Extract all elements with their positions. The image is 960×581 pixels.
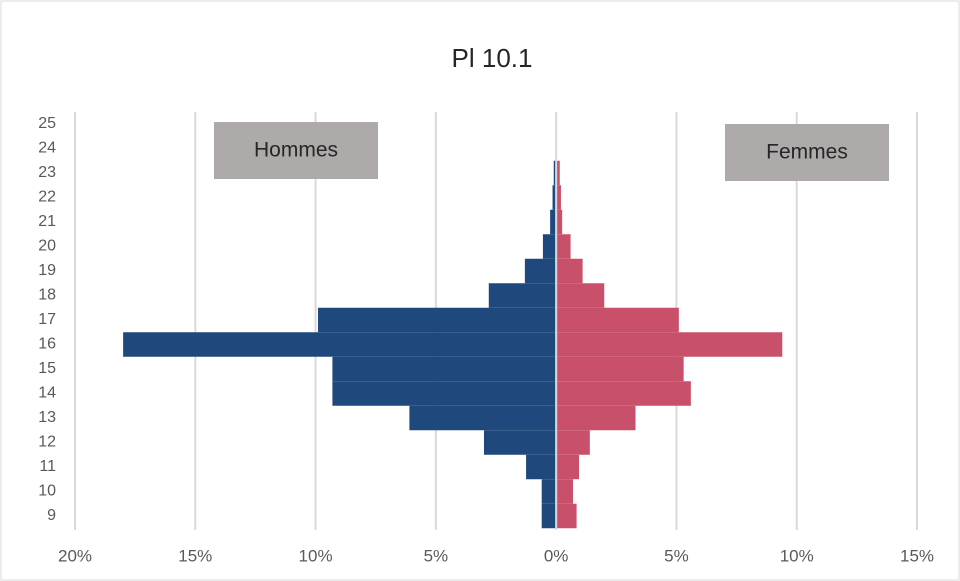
y-tick-label: 14 bbox=[38, 385, 56, 402]
y-tick-label: 11 bbox=[39, 458, 56, 475]
bar bbox=[557, 381, 691, 406]
y-tick-label: 13 bbox=[38, 409, 56, 426]
x-tick-label: 10% bbox=[780, 546, 814, 565]
x-tick-label: 20% bbox=[58, 546, 92, 565]
bar bbox=[526, 454, 556, 480]
bar bbox=[409, 405, 556, 431]
bar bbox=[557, 454, 579, 480]
legend-label: Hommes bbox=[254, 139, 338, 162]
bar bbox=[541, 503, 556, 529]
legend-label: Femmes bbox=[766, 141, 848, 164]
bar bbox=[557, 185, 561, 210]
x-tick-label: 10% bbox=[299, 546, 333, 565]
legend-box bbox=[214, 122, 378, 179]
bar bbox=[488, 283, 556, 308]
bar bbox=[123, 332, 556, 357]
y-tick-label: 25 bbox=[38, 115, 56, 132]
bar bbox=[541, 479, 556, 504]
bar bbox=[317, 307, 556, 333]
x-tick-label: 0% bbox=[544, 546, 569, 565]
bar bbox=[557, 479, 573, 504]
bar bbox=[332, 356, 556, 382]
bar bbox=[557, 258, 583, 284]
y-tick-label: 17 bbox=[38, 311, 56, 328]
x-tick-label: 5% bbox=[424, 546, 449, 565]
y-tick-label: 18 bbox=[38, 287, 56, 304]
bar bbox=[483, 430, 556, 455]
y-tick-label: 23 bbox=[38, 164, 56, 181]
y-tick-label: 12 bbox=[38, 434, 56, 451]
y-tick-label: 10 bbox=[38, 483, 56, 500]
chart-title: Pl 10.1 bbox=[452, 43, 533, 73]
x-tick-label: 15% bbox=[178, 546, 212, 565]
legend-box bbox=[725, 124, 889, 181]
y-tick-label: 19 bbox=[38, 262, 56, 279]
bar bbox=[553, 160, 556, 186]
bar bbox=[542, 234, 556, 259]
bar bbox=[557, 430, 590, 455]
bar bbox=[557, 332, 783, 357]
bar bbox=[524, 258, 556, 284]
x-tick-label: 15% bbox=[900, 546, 934, 565]
y-tick-label: 9 bbox=[47, 507, 56, 524]
y-tick-label: 21 bbox=[38, 213, 56, 230]
y-tick-label: 15 bbox=[38, 360, 56, 377]
bar bbox=[552, 185, 556, 210]
x-tick-label: 5% bbox=[664, 546, 689, 565]
bar bbox=[332, 381, 556, 406]
bar bbox=[557, 234, 571, 259]
bar bbox=[557, 503, 577, 529]
y-tick-label: 20 bbox=[38, 238, 56, 255]
bar bbox=[557, 405, 636, 431]
y-tick-label: 16 bbox=[38, 336, 56, 353]
bar bbox=[550, 209, 556, 235]
bar bbox=[557, 307, 679, 333]
bar bbox=[557, 283, 605, 308]
bar bbox=[557, 209, 563, 235]
bar bbox=[557, 356, 684, 382]
bar bbox=[557, 160, 560, 186]
y-tick-label: 22 bbox=[38, 189, 56, 206]
y-tick-label: 24 bbox=[38, 140, 56, 157]
